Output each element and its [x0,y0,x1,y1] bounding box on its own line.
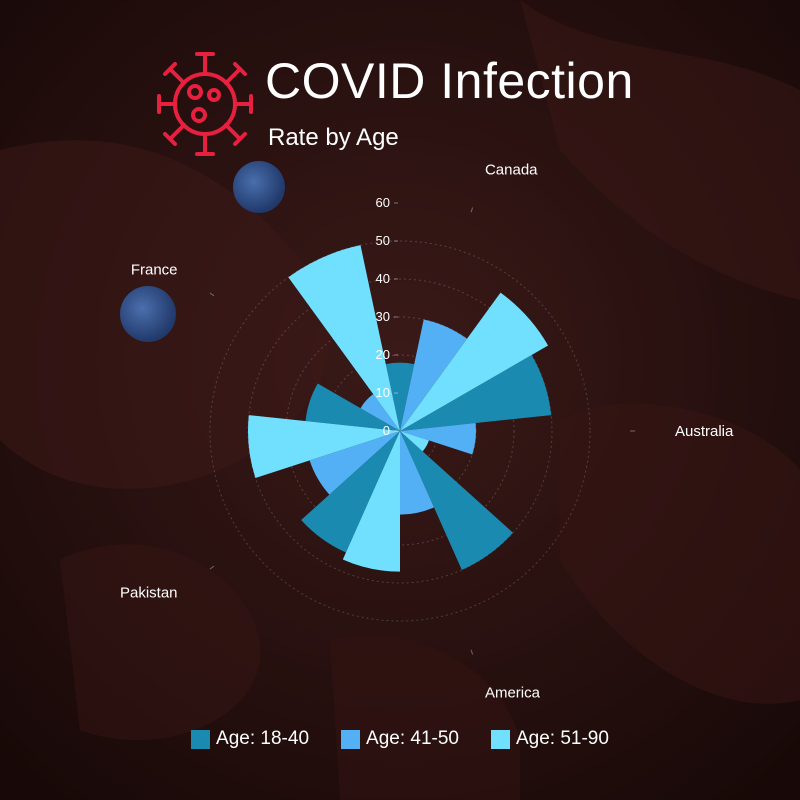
legend-item[interactable]: Age: 18-40 [191,728,309,750]
legend-item[interactable]: Age: 51-90 [490,728,609,750]
radial-tick-label: 10 [376,385,390,400]
bar-age-51-90-6[interactable] [400,431,429,452]
bar-age-51-90-9[interactable] [342,431,400,572]
bar-age-51-90-3[interactable] [400,292,549,431]
bar-age-18-40-10[interactable] [301,431,400,553]
legend-item[interactable]: Age: 41-50 [341,728,459,750]
country-label-pakistan: Pakistan [120,585,178,602]
country-label-america: America [485,685,541,702]
chart-title: COVID Infection [265,53,634,109]
grid-circle [285,316,515,546]
chart-subtitle: Rate by Age [268,124,399,151]
legend-swatch [191,729,211,749]
virus-icon [157,52,253,156]
country-label-france: France [131,261,178,278]
chart-legend: Age: 18-40 Age: 41-50 Age: 51-90 [0,728,800,750]
legend-swatch [490,729,510,749]
bar-age-41-50-5[interactable] [400,423,477,455]
country-tick [470,649,474,655]
bar-age-41-50-2[interactable] [400,319,468,431]
legend-swatch [341,729,361,749]
radial-tick-label: 0 [383,423,390,438]
radial-tick-label: 30 [376,309,390,324]
grid-circle [209,240,591,622]
radial-tick-label: 60 [376,195,390,210]
country-tick [470,207,474,213]
legend-label: Age: 51-90 [515,728,609,749]
bar-age-18-40-1[interactable] [385,362,415,431]
country-label-canada: Canada [485,161,538,178]
legend-label: Age: 18-40 [216,728,310,749]
radial-tick-label: 20 [376,347,390,362]
bar-age-51-90-12[interactable] [248,415,400,478]
country-tick [209,565,215,570]
country-label-australia: Australia [675,423,734,440]
bar-age-51-90-15[interactable] [288,245,400,431]
radial-tick-label: 40 [376,271,390,286]
bar-age-18-40-4[interactable] [400,355,552,431]
bar-age-41-50-8[interactable] [400,431,435,515]
grid-circle [247,278,553,584]
bar-age-41-50-11[interactable] [309,431,400,495]
legend-label: Age: 41-50 [366,728,459,749]
bar-age-18-40-7[interactable] [400,431,513,570]
bar-age-41-50-14[interactable] [360,394,400,431]
bar-age-18-40-13[interactable] [305,383,400,432]
radial-tick-label: 50 [376,233,390,248]
country-tick [209,292,215,297]
